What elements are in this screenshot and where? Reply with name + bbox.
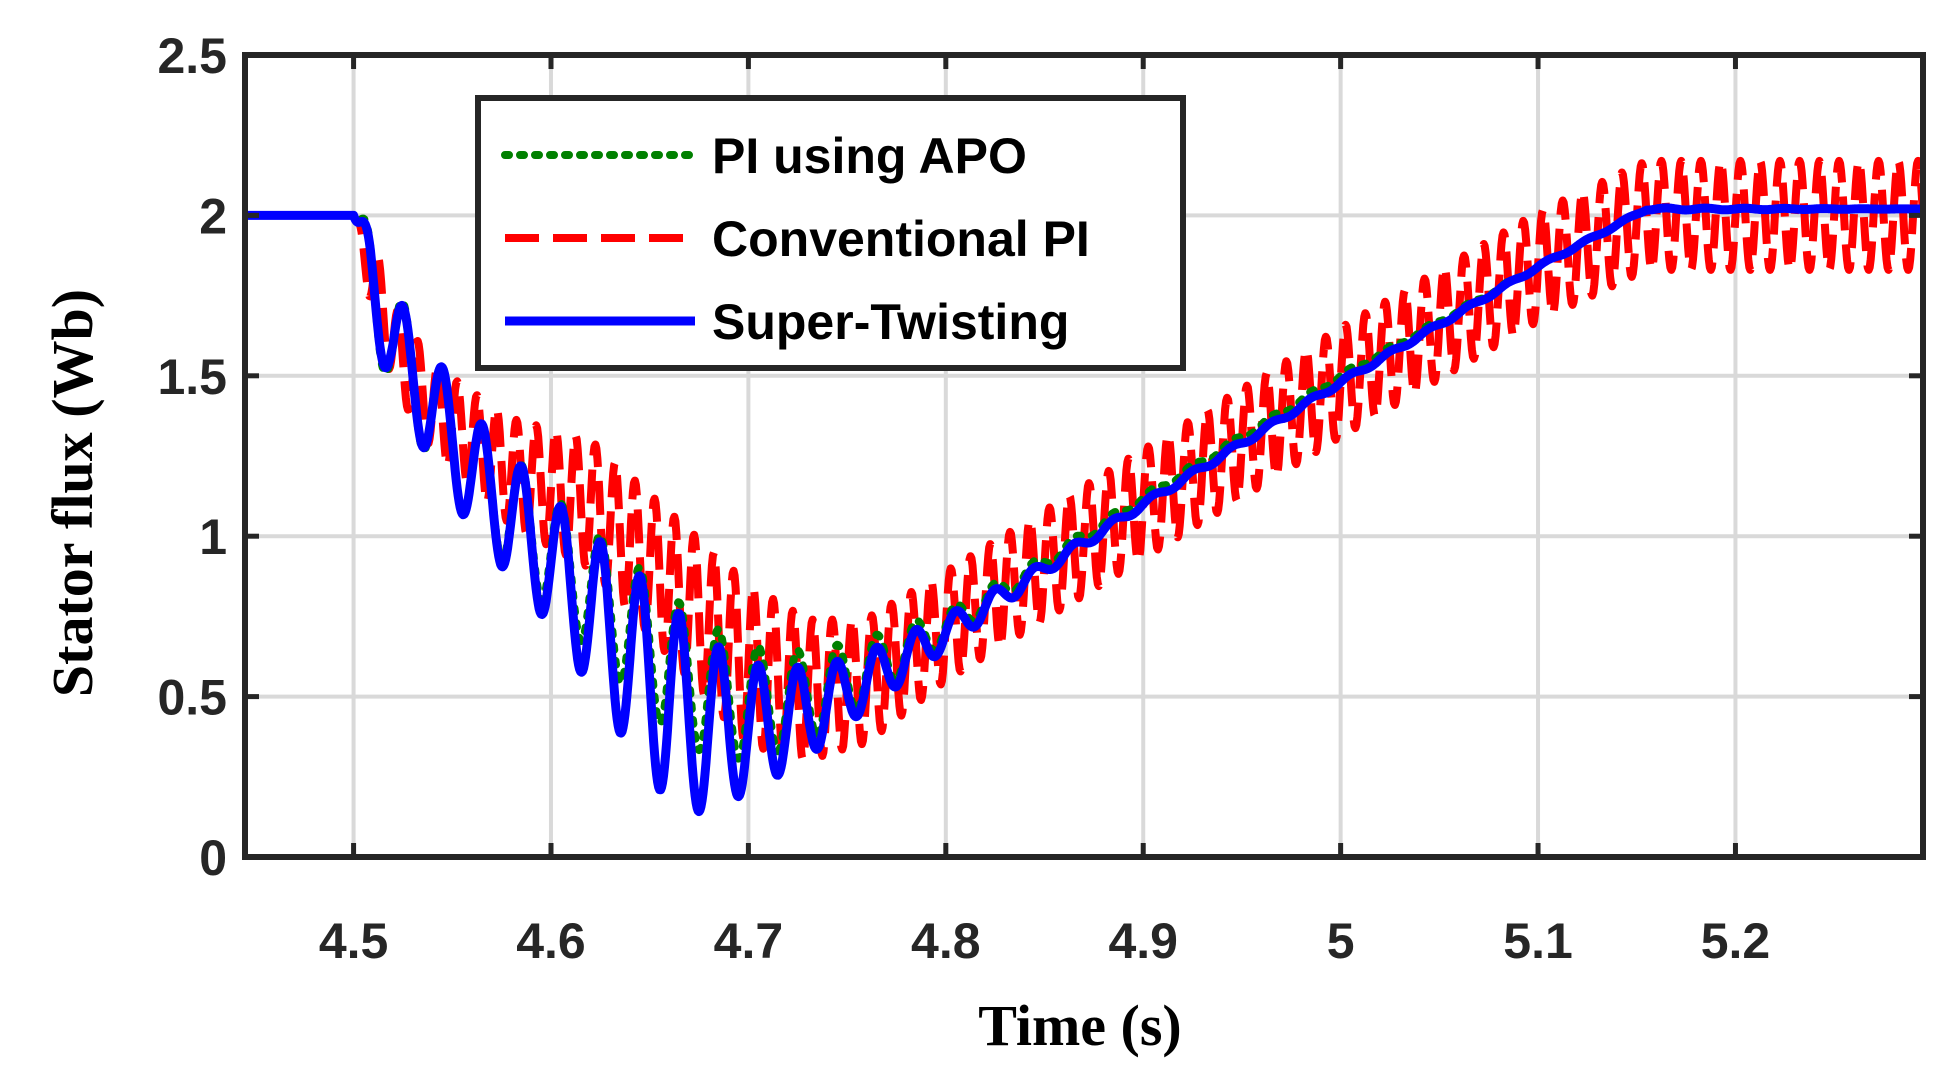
series-lines [245,156,1923,817]
axis-tick-labels: 4.5 4.6 4.7 4.8 4.9 5 5.1 5.2 0 0.5 1 1.5 2 2.5 [157,28,1770,969]
x-tick-label: 4.8 [911,913,981,969]
x-tick-label: 4.9 [1108,913,1178,969]
x-tick-label: 4.6 [516,913,586,969]
x-tick-label: 5 [1327,913,1355,969]
axis-ticks [245,52,1923,860]
y-tick-label: 1 [199,509,227,565]
y-tick-label: 1.5 [157,349,227,405]
y-axis-title: Stator flux (Wb) [40,289,105,697]
y-tick-label: 0.5 [157,670,227,726]
x-tick-label: 5.2 [1701,913,1771,969]
legend-label: Conventional PI [712,211,1090,267]
plot-frame [242,52,1926,860]
y-tick-label: 0 [199,830,227,886]
y-tick-label: 2.5 [157,28,227,84]
series-line-pi-using-apo [245,203,1923,763]
legend-label: PI using APO [712,128,1027,184]
legend: PI using APO Conventional PI Super-Twistin… [475,95,1186,371]
series-line-super-twisting [245,203,1923,817]
x-axis-title: Time (s) [978,993,1182,1058]
x-tick-label: 5.1 [1503,913,1573,969]
legend-label: Super-Twisting [712,294,1069,350]
y-tick-label: 2 [199,188,227,244]
x-tick-label: 4.7 [714,913,784,969]
x-tick-label: 4.5 [319,913,389,969]
